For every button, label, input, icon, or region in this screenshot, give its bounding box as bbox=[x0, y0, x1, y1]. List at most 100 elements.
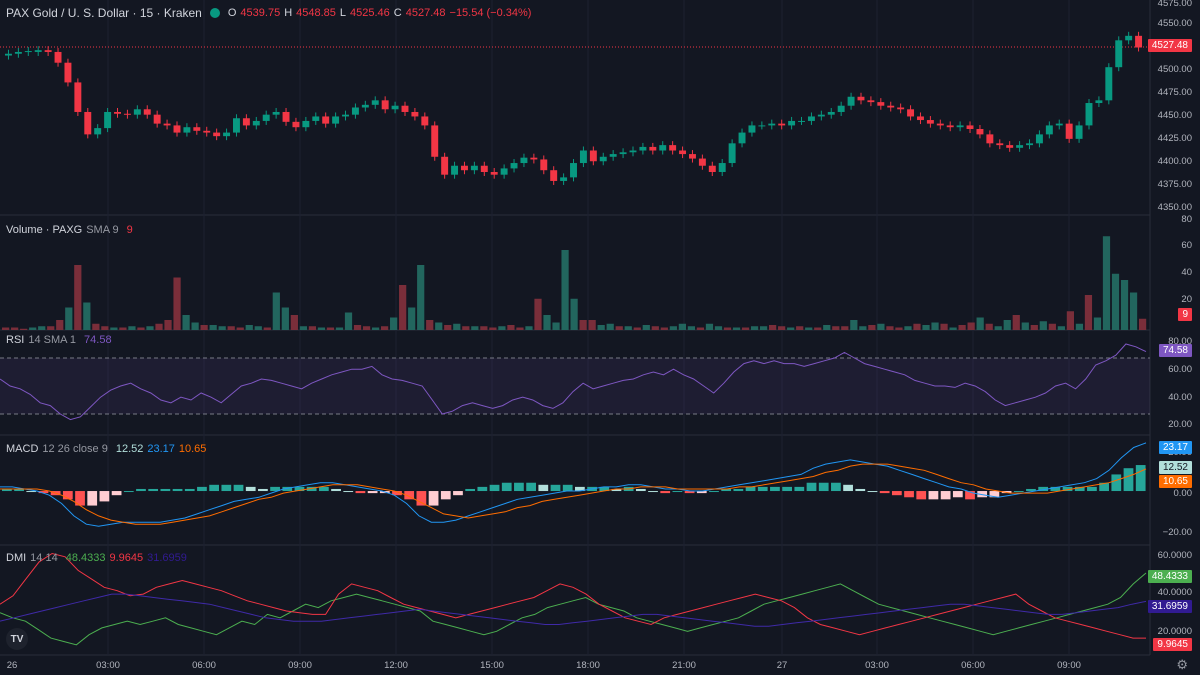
candle bbox=[550, 170, 558, 181]
macd-histogram-bar bbox=[965, 491, 975, 500]
price-axis-label: 4375.00 bbox=[1157, 179, 1192, 190]
macd-histogram-bar bbox=[160, 488, 171, 492]
macd-histogram-bar bbox=[575, 486, 585, 492]
candle bbox=[123, 113, 131, 115]
candle bbox=[391, 105, 399, 110]
volume-bar bbox=[832, 326, 840, 330]
candle bbox=[738, 132, 746, 144]
candle bbox=[659, 145, 667, 151]
volume-bar bbox=[660, 327, 668, 330]
candle bbox=[94, 128, 102, 135]
volume-bar bbox=[922, 325, 930, 330]
macd-histogram-bar bbox=[26, 491, 37, 493]
candle bbox=[480, 165, 488, 172]
volume-bar bbox=[480, 326, 488, 330]
volume-bar bbox=[669, 326, 677, 330]
macd-line bbox=[0, 442, 1147, 527]
candle bbox=[917, 116, 924, 121]
price-axis-label: 4575.00 bbox=[1157, 0, 1192, 9]
macd-axis-label: −20.00 bbox=[1162, 527, 1192, 538]
volume-axis-label: 20 bbox=[1181, 294, 1192, 305]
candle bbox=[936, 123, 944, 126]
volume-bar bbox=[732, 327, 741, 330]
volume-bar bbox=[1057, 326, 1065, 330]
volume-bar bbox=[1012, 315, 1020, 330]
candle bbox=[312, 116, 320, 121]
candle bbox=[649, 146, 657, 151]
time-axis-label: 03:00 bbox=[865, 660, 889, 671]
low-label: L bbox=[339, 7, 347, 19]
volume-bar bbox=[245, 325, 253, 330]
volume-bar bbox=[254, 326, 262, 330]
candle bbox=[788, 120, 796, 126]
candle bbox=[599, 156, 607, 162]
volume-bar bbox=[787, 327, 795, 330]
candle bbox=[490, 172, 498, 175]
volume-bar bbox=[814, 327, 822, 330]
volume-bar bbox=[651, 326, 659, 330]
candle bbox=[807, 116, 815, 121]
macd-histogram-bar bbox=[904, 491, 914, 498]
volume-bar bbox=[985, 323, 993, 330]
price-axis-label: 4400.00 bbox=[1157, 156, 1192, 167]
macd-histogram-bar bbox=[233, 484, 244, 492]
macd-params: 12 26 close 9 bbox=[42, 443, 108, 455]
volume-legend[interactable]: Volume · PAXG SMA 9 9 bbox=[6, 224, 133, 236]
volume-bar bbox=[949, 327, 957, 330]
volume-bar bbox=[823, 325, 831, 330]
candle bbox=[778, 123, 786, 126]
macd-histogram-bar bbox=[367, 491, 378, 494]
macd-histogram-bar bbox=[355, 491, 366, 494]
volume-label: Volume · PAXG bbox=[6, 224, 83, 236]
market-status-icon[interactable] bbox=[209, 8, 220, 18]
macd-histogram-bar bbox=[745, 486, 756, 492]
macd-histogram-bar bbox=[757, 486, 768, 492]
gear-icon[interactable]: ⚙ bbox=[1176, 657, 1188, 672]
dmi-minus-line bbox=[0, 552, 1146, 639]
volume-bar bbox=[390, 317, 398, 330]
volume-bar bbox=[200, 325, 208, 330]
volume-bar bbox=[615, 326, 623, 330]
macd-legend[interactable]: MACD 12 26 close 9 12.52 23.17 10.65 bbox=[6, 443, 206, 455]
dmi-minus-badge: 9.9645 bbox=[1153, 638, 1192, 651]
dmi-legend[interactable]: DMI 14 14 48.4333 9.9645 31.6959 bbox=[6, 552, 187, 564]
candle bbox=[946, 125, 954, 128]
volume-bar bbox=[335, 327, 344, 330]
macd-histogram-bar bbox=[770, 486, 780, 492]
candle bbox=[976, 129, 984, 135]
candle bbox=[173, 125, 181, 133]
time-axis-label: 18:00 bbox=[576, 660, 600, 671]
candle bbox=[233, 118, 240, 133]
candle bbox=[451, 165, 459, 175]
dmi-axis-label: 20.0000 bbox=[1157, 626, 1192, 637]
candle bbox=[837, 105, 845, 112]
volume-bar bbox=[1102, 236, 1111, 330]
volume-bar bbox=[931, 322, 939, 330]
volume-bar bbox=[56, 320, 64, 330]
candle bbox=[1045, 125, 1053, 135]
candle bbox=[332, 116, 340, 124]
macd-signal-badge: 10.65 bbox=[1158, 475, 1192, 488]
volume-bar bbox=[588, 320, 596, 330]
macd-histogram-bar bbox=[794, 486, 805, 492]
symbol-title[interactable]: PAX Gold / U. S. Dollar · 15 · Kraken bbox=[6, 6, 202, 20]
macd-histogram-bar bbox=[514, 482, 524, 492]
macd-histogram-bar bbox=[550, 484, 561, 492]
volume-bar bbox=[281, 307, 289, 330]
volume-bar bbox=[353, 325, 362, 330]
dmi-plus-line bbox=[0, 572, 1147, 646]
macd-histogram-bar bbox=[1013, 491, 1024, 493]
time-axis-label: 03:00 bbox=[96, 660, 120, 671]
macd-histogram-bar bbox=[306, 486, 317, 492]
rsi-legend[interactable]: RSI 14 SMA 1 74.58 bbox=[6, 334, 112, 346]
volume-bar bbox=[525, 326, 533, 330]
candle bbox=[570, 163, 577, 178]
candle bbox=[510, 163, 518, 169]
macd-axis-label: 0.00 bbox=[1173, 488, 1193, 499]
macd-histogram-bar bbox=[806, 482, 817, 492]
dmi-minus-value: 9.9645 bbox=[109, 552, 144, 564]
tradingview-logo-icon[interactable]: TV bbox=[6, 628, 28, 650]
candle bbox=[441, 156, 449, 175]
